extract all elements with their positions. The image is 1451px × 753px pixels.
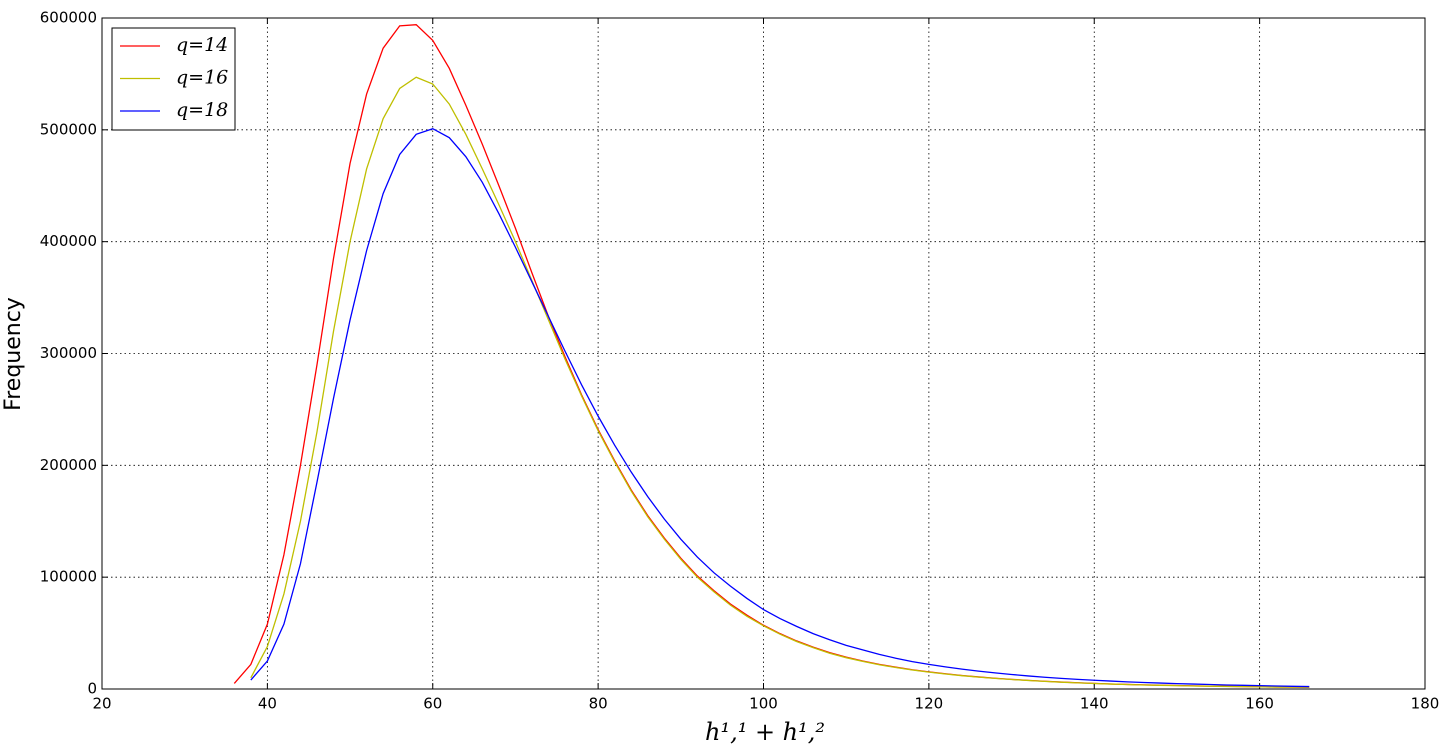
x-tick-label: 40: [258, 695, 277, 713]
y-tick-label: 200000: [40, 456, 97, 474]
y-tick-label: 500000: [40, 120, 97, 138]
x-tick-label: 180: [1411, 695, 1440, 713]
y-tick-label: 300000: [40, 344, 97, 362]
x-tick-label: 160: [1245, 695, 1274, 713]
x-tick-label: 80: [589, 695, 608, 713]
legend-box: [111, 27, 236, 131]
data-line: [250, 76, 1310, 688]
x-tick-label: 120: [915, 695, 944, 713]
legend-label: q=16: [176, 67, 228, 89]
y-tick-label: 400000: [40, 232, 97, 250]
legend-label: q=14: [176, 34, 228, 56]
x-tick-label: 140: [1080, 695, 1109, 713]
data-line: [233, 24, 1310, 688]
x-tick-label: 60: [423, 695, 442, 713]
y-tick-label: 0: [87, 680, 97, 698]
x-tick-label: 100: [749, 695, 778, 713]
legend-label: q=18: [176, 99, 228, 121]
y-axis-label: Frequency: [1, 297, 26, 411]
x-axis-label: h¹,¹ + h¹,²: [705, 718, 825, 746]
data-line: [250, 128, 1310, 688]
plot-frame: [101, 17, 1426, 690]
x-tick-label: 20: [92, 695, 111, 713]
y-tick-label: 100000: [40, 568, 97, 586]
y-tick-label: 600000: [40, 9, 97, 27]
